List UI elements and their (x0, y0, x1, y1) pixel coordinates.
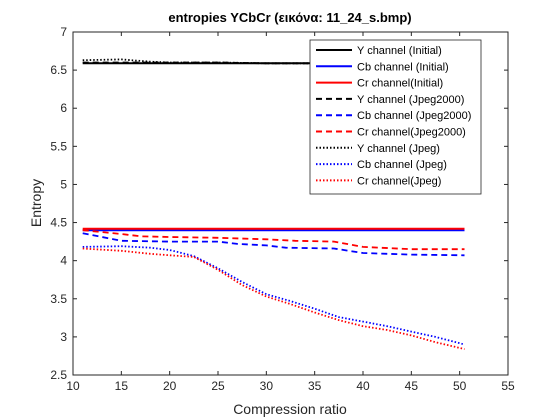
chart-title: entropies YCbCr (εικόνα: 11_24_s.bmp) (168, 10, 411, 25)
legend-entry: Cr channel(Initial) (357, 78, 443, 90)
axis-ticks: 10 15 20 25 30 35 40 45 50 55 2.5 3 3.5 4 4.5 5 5.5 6 6.5 7 (50, 25, 515, 393)
y-axis-label: Entropy (28, 179, 44, 227)
y-tick-label: 3 (60, 330, 67, 344)
x-tick-label: 15 (115, 379, 129, 393)
x-axis-label: Compression ratio (233, 401, 347, 417)
legend-entry: Cb channel (Jpeg) (357, 159, 447, 171)
y-tick-label: 6 (60, 101, 67, 115)
series-line (82, 247, 465, 350)
y-tick-label: 5.5 (50, 139, 67, 153)
y-tick-label: 5 (60, 177, 67, 191)
series-line (82, 232, 465, 257)
y-tick-label: 2.5 (50, 368, 67, 382)
y-tick-label: 4 (60, 254, 67, 268)
series-line (82, 245, 465, 346)
y-tick-label: 3.5 (50, 292, 67, 306)
y-tick-label: 7 (60, 25, 67, 39)
legend-entry: Y channel (Initial) (357, 45, 442, 57)
y-tick-label: 6.5 (50, 63, 67, 77)
x-tick-label: 45 (405, 379, 419, 393)
x-tick-label: 10 (66, 379, 80, 393)
x-tick-label: 40 (356, 379, 370, 393)
x-tick-label: 50 (453, 379, 467, 393)
legend-entry: Cr channel(Jpeg) (357, 175, 441, 187)
x-tick-label: 55 (501, 379, 515, 393)
x-tick-label: 25 (211, 379, 225, 393)
x-tick-label: 35 (308, 379, 322, 393)
x-tick-label: 20 (163, 379, 177, 393)
legend-entry: Y channel (Jpeg2000) (357, 94, 464, 106)
legend-entry: Cb channel (Initial) (357, 61, 449, 73)
y-tick-label: 4.5 (50, 216, 67, 230)
x-tick-label: 30 (260, 379, 274, 393)
series-line (82, 229, 465, 251)
legend: Y channel (Initial) Cb channel (Initial) C… (309, 39, 482, 195)
legend-entry: Y channel (Jpeg) (357, 143, 440, 155)
legend-entry: Cr channel(Jpeg2000) (357, 127, 466, 139)
legend-entry: Cb channel (Jpeg2000) (357, 110, 471, 122)
